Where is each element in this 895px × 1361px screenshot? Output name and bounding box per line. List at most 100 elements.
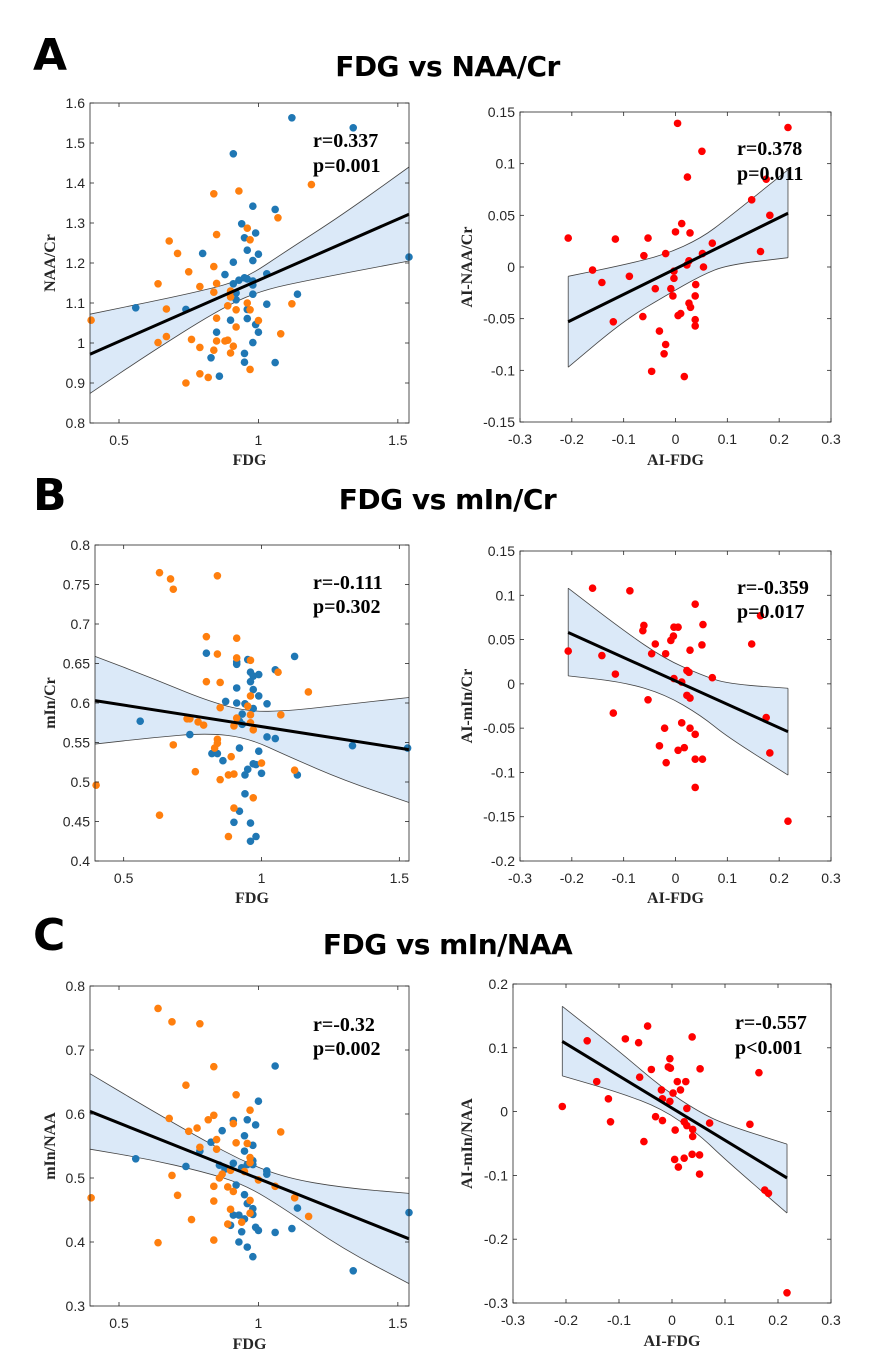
data-point-red [647,649,656,658]
data-point-red [647,1065,656,1074]
data-point-red [564,234,573,242]
data-point-blue [246,677,255,686]
data-point-red [695,1170,704,1178]
data-point-red [699,620,707,629]
data-point-orange [223,1183,232,1191]
data-point-red [670,274,678,283]
data-point-blue [288,114,296,122]
ci-lower-line [567,257,789,368]
data-point-orange [165,237,173,245]
data-point-blue [271,1062,279,1070]
data-point-blue [254,328,263,337]
data-point-blue [131,1155,140,1163]
data-point-orange [227,752,235,761]
data-point-blue [251,229,260,237]
data-point-orange [212,230,221,239]
y-axis-label: AI-NAA/Cr [459,227,476,308]
y-tick-label: 1.3 [66,215,86,231]
data-point-blue [238,710,247,718]
data-point-orange [232,323,240,331]
data-point-red [662,758,670,767]
data-point-orange [187,335,196,344]
p-value-annotation: p=0.001 [313,155,381,177]
data-point-blue [271,1228,279,1237]
data-point-red [673,119,682,128]
data-point-red [784,817,792,825]
data-point-blue [207,354,215,362]
data-point-red [661,340,670,349]
data-point-blue [229,280,238,288]
confidence-band [90,1073,409,1284]
data-point-orange [274,668,282,676]
data-point-orange [304,688,313,696]
y-tick-label: 0.2 [489,976,509,992]
data-point-orange [210,190,218,198]
data-point-orange [184,268,193,276]
data-point-red [686,229,694,237]
correlation-r-annotation: r=-0.32 [313,1014,375,1036]
data-point-blue [232,684,241,692]
data-point-blue [136,717,145,725]
ci-upper-line [562,1006,788,1145]
data-point-orange [288,300,296,308]
data-point-orange [224,832,233,841]
data-point-red [647,367,656,376]
data-point-red [666,1054,674,1063]
y-axis-label: AI-mIn/Cr [459,669,476,744]
data-point-red [677,219,686,228]
y-tick-label: 0.4 [71,853,91,869]
data-point-red [588,266,597,274]
regression-line [567,211,789,324]
y-tick-label: 0.8 [66,978,86,994]
y-tick-label: -0.05 [483,311,515,327]
x-tick-label: 0.5 [109,1315,129,1331]
data-point-orange [204,1115,213,1124]
y-tick-label: 0.6 [71,695,91,711]
data-point-red [671,228,680,236]
data-point-red [674,746,682,755]
data-point-red [669,292,677,300]
data-point-orange [173,1191,182,1200]
data-point-red [747,640,756,648]
data-point-orange [162,332,171,341]
data-point-orange [199,721,208,729]
data-point-red [746,1120,754,1129]
y-tick-label: -0.1 [484,1167,508,1183]
data-point-red [691,322,699,330]
data-point-red [683,173,692,181]
data-point-red [698,641,706,649]
data-point-red [698,755,707,763]
data-point-orange [229,1119,238,1128]
data-point-red [643,1022,652,1030]
data-point-red [756,611,765,620]
data-point-red [658,1116,667,1125]
data-point-orange [307,180,316,189]
data-point-blue [221,697,230,706]
data-point-blue [246,837,255,846]
data-point-red [676,1086,685,1094]
data-point-red [657,1086,666,1094]
data-point-red [699,263,708,271]
data-point-orange [202,632,211,641]
data-point-orange [210,1111,218,1120]
y-tick-label: 0.15 [488,543,515,559]
data-point-orange [154,1238,162,1247]
data-point-red [784,123,792,132]
data-point-red [670,1155,679,1164]
data-point-blue [182,1162,190,1171]
data-point-orange [223,302,232,310]
panel-label-a: A [33,30,68,81]
data-point-blue [271,205,279,214]
regression-line [89,1110,410,1241]
data-point-red [611,670,620,678]
data-point-blue [235,1211,243,1219]
data-point-red [564,647,573,655]
y-tick-label: 0.5 [71,774,91,790]
x-tick-label: 0.2 [769,431,789,447]
p-value-annotation: p<0.001 [735,1037,803,1059]
data-point-red [691,315,699,324]
data-point-blue [293,1204,302,1212]
data-point-blue [243,314,252,323]
data-point-red [691,280,700,289]
data-point-orange [155,811,164,819]
